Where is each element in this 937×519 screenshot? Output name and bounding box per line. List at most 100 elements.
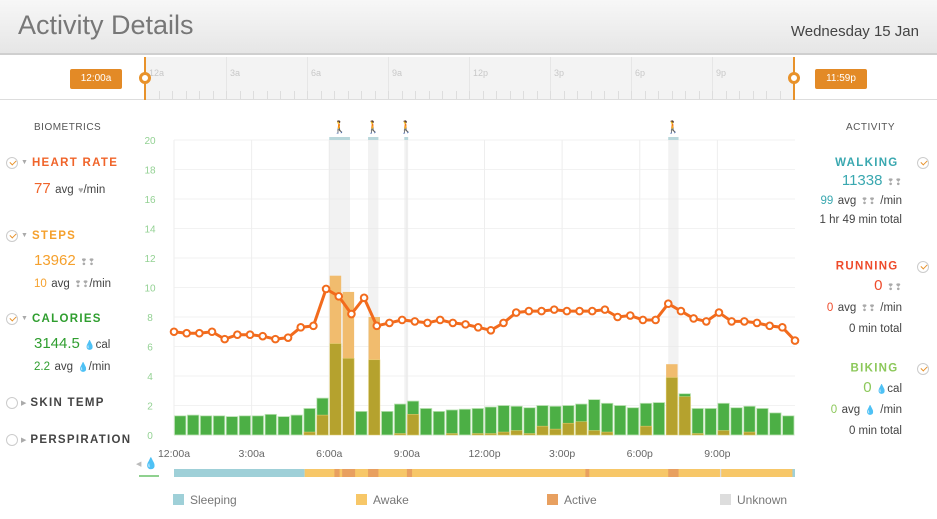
slider-hour-label: 3p bbox=[554, 68, 565, 78]
timeline-segment-sleeping bbox=[792, 469, 795, 477]
slider-tick bbox=[604, 91, 605, 99]
expand-icon[interactable]: ▶ bbox=[21, 399, 27, 407]
calorie-bar bbox=[303, 408, 316, 436]
avg-text: avg bbox=[837, 302, 857, 315]
calories-checkbox[interactable] bbox=[6, 312, 18, 325]
heart-rate-metric[interactable]: ▼ HEART RATE 77 avg ♥/min bbox=[6, 154, 118, 198]
expand-icon[interactable]: ▼ bbox=[21, 159, 28, 167]
hour-separator bbox=[550, 57, 551, 99]
heart-rate-point bbox=[448, 318, 458, 328]
steps-bar bbox=[575, 421, 588, 436]
biometrics-heading: BIOMETRICS bbox=[34, 122, 102, 133]
heart-rate-point bbox=[701, 317, 711, 326]
heart-rate-point bbox=[473, 323, 483, 332]
activity-band-cap bbox=[668, 137, 679, 140]
slider-tick bbox=[509, 91, 511, 99]
steps-bar bbox=[303, 431, 316, 436]
calorie-bar bbox=[484, 406, 497, 436]
calorie-bar bbox=[355, 410, 368, 436]
slider-tick bbox=[482, 91, 484, 99]
expand-icon[interactable]: ▼ bbox=[21, 315, 28, 323]
footprints-icon: ❢❢ bbox=[886, 282, 902, 293]
steps-bar bbox=[342, 358, 355, 436]
running-value: 0 bbox=[874, 277, 883, 295]
expand-icon[interactable]: ▶ bbox=[21, 436, 27, 444]
steps-bar bbox=[394, 433, 407, 436]
end-handle[interactable] bbox=[788, 72, 800, 84]
timeline-segment-active bbox=[406, 469, 413, 477]
calorie-bar bbox=[458, 408, 471, 436]
hour-separator bbox=[388, 57, 389, 99]
calorie-bar bbox=[704, 408, 717, 436]
heart-rate-point bbox=[258, 331, 268, 341]
running-checkbox[interactable] bbox=[917, 260, 929, 273]
heart-rate-point bbox=[182, 328, 191, 338]
slider-tick bbox=[280, 91, 281, 99]
biking-metric[interactable]: BIKING 0 💧cal 0 avg 💧 /min 0 min total bbox=[831, 359, 929, 441]
running-total: 0 min total bbox=[848, 323, 902, 336]
activity-band-cap bbox=[368, 137, 379, 140]
steps-bar bbox=[407, 414, 420, 436]
heart-rate-point bbox=[714, 308, 724, 317]
steps-bar bbox=[678, 396, 691, 436]
slider-tick bbox=[766, 91, 767, 99]
heart-rate-checkbox[interactable] bbox=[6, 156, 18, 169]
slider-tick bbox=[347, 91, 349, 99]
unit: cal bbox=[95, 339, 111, 351]
steps-bar bbox=[743, 431, 756, 436]
running-metric[interactable]: RUNNING 0 ❢❢ 0 avg ❢❢ /min 0 min total bbox=[827, 257, 929, 339]
calorie-bar bbox=[251, 415, 264, 436]
heart-rate-point bbox=[638, 315, 648, 325]
slider-tick bbox=[158, 91, 160, 99]
walking-checkbox[interactable] bbox=[917, 157, 929, 169]
steps-checkbox[interactable] bbox=[6, 229, 18, 242]
slider-tick bbox=[590, 91, 592, 99]
slider-tick bbox=[644, 91, 646, 99]
steps-metric[interactable]: ▼ STEPS 13962 ❢❢ 10 avg ❢❢/min bbox=[6, 227, 111, 292]
timeline-segment-unknown bbox=[719, 469, 722, 477]
date-label: Wednesday 15 Jan bbox=[790, 23, 919, 40]
y-tick-label: 20 bbox=[144, 136, 156, 147]
calorie-bar bbox=[691, 408, 704, 436]
calories-metric[interactable]: ▼ CALORIES 3144.5 💧cal 2.2 avg 💧/min bbox=[6, 310, 110, 375]
calorie-bar bbox=[730, 407, 743, 436]
start-handle[interactable] bbox=[139, 72, 151, 84]
skin-temp-metric[interactable]: ▶ SKIN TEMP bbox=[6, 394, 105, 412]
walking-icon: 🚶 bbox=[332, 120, 347, 134]
unit: /min bbox=[880, 404, 902, 417]
legend-label: Awake bbox=[373, 493, 409, 507]
walking-icon: 🚶 bbox=[399, 120, 414, 134]
legend-item-unknown: Unknown bbox=[720, 493, 787, 507]
perspiration-checkbox[interactable] bbox=[6, 433, 18, 446]
x-tick-label: 12:00p bbox=[468, 448, 500, 460]
legend-swatch bbox=[173, 494, 184, 505]
timeline-segment-awake bbox=[304, 469, 795, 477]
steps-bar bbox=[588, 430, 601, 436]
legend-swatch bbox=[356, 494, 367, 505]
slider-track[interactable]: 12a 3a 6a 9a 12p 3p 6p 9p bbox=[145, 57, 795, 99]
time-range-slider[interactable]: 12a 3a 6a 9a 12p 3p 6p 9p 12:00a 11:59p bbox=[0, 57, 937, 100]
running-label: RUNNING bbox=[835, 260, 899, 273]
heart-rate-point bbox=[347, 309, 356, 319]
heart-rate-point bbox=[587, 306, 597, 316]
walking-label: WALKING bbox=[835, 157, 899, 169]
slider-tick bbox=[401, 91, 403, 99]
footprints-icon: ❢❢ bbox=[74, 279, 90, 289]
legend-item-active: Active bbox=[547, 493, 597, 507]
calorie-bar bbox=[264, 413, 277, 436]
steps-bar bbox=[640, 425, 652, 436]
slider-tick bbox=[442, 91, 443, 99]
walking-metric[interactable]: WALKING 11338 ❢❢ 99 avg ❢❢ /min 1 hr 49 … bbox=[820, 154, 929, 229]
hour-separator bbox=[226, 57, 227, 99]
heart-rate-point bbox=[676, 306, 686, 316]
perspiration-metric[interactable]: ▶ PERSPIRATION bbox=[6, 431, 131, 449]
biking-checkbox[interactable] bbox=[917, 362, 929, 375]
calorie-bar bbox=[238, 415, 252, 436]
heart-rate-point bbox=[296, 323, 306, 332]
steps-bar bbox=[536, 425, 549, 436]
expand-icon[interactable]: ▼ bbox=[21, 232, 28, 240]
flame-icon: 💧 bbox=[876, 384, 888, 395]
skin-temp-checkbox[interactable] bbox=[6, 396, 18, 409]
x-tick-label: 3:00a bbox=[238, 448, 264, 460]
